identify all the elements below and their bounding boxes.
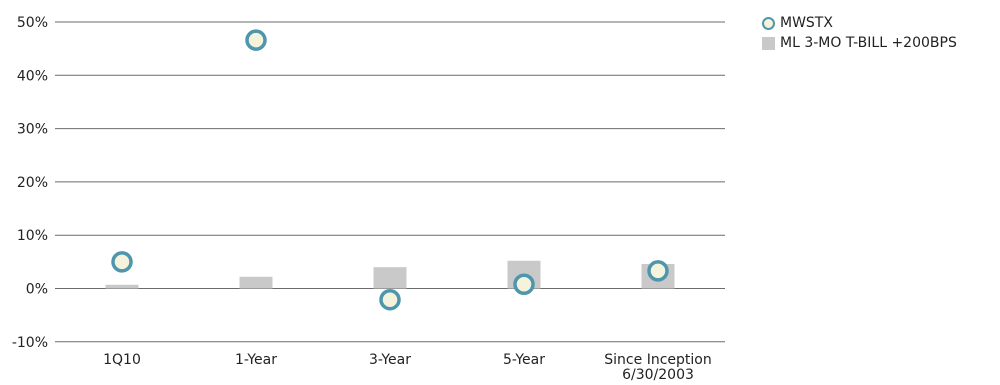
fund-point (245, 29, 267, 51)
benchmark-bars (105, 260, 675, 289)
benchmark-bar (373, 267, 407, 289)
y-tick-label: 40% (17, 68, 48, 84)
legend-label-mwstx: MWSTX (780, 15, 833, 31)
fund-point (513, 273, 535, 295)
y-tick-label: 50% (17, 15, 48, 31)
benchmark-bar (239, 276, 273, 289)
x-category-label: 1Q10 (103, 352, 141, 368)
legend-label-tbill: ML 3-MO T-BILL +200BPS (780, 35, 957, 51)
legend-item-mwstx: MWSTX (762, 13, 957, 33)
y-tick-label: 20% (17, 175, 48, 191)
chart: 50% 40% 30% 20% 10% 0% -10% 1Q10 1-Year 3-Year 5-… (12, 15, 725, 383)
circle-marker-icon (762, 16, 775, 30)
fund-points (111, 29, 669, 311)
y-tick-label: -10% (12, 335, 48, 351)
legend-item-tbill: ML 3-MO T-BILL +200BPS (762, 33, 957, 53)
y-tick-label: 0% (26, 282, 48, 298)
legend: MWSTX ML 3-MO T-BILL +200BPS (762, 13, 957, 53)
x-category-label: 3-Year (369, 352, 411, 368)
square-swatch-icon (762, 36, 775, 50)
benchmark-bar (105, 284, 139, 289)
y-tick-label: 30% (17, 122, 48, 138)
x-category-label: Since Inception 6/30/2003 (604, 352, 711, 383)
y-tick-label: 10% (17, 228, 48, 244)
fund-point (379, 288, 401, 311)
x-category-label: 1-Year (235, 352, 277, 368)
y-axis-ticks: 50% 40% 30% 20% 10% 0% -10% (12, 15, 48, 351)
x-axis-labels: 1Q10 1-Year 3-Year 5-Year Since Inception 6/3… (103, 352, 712, 383)
fund-point (111, 251, 133, 273)
x-category-label: 5-Year (503, 352, 545, 368)
fund-point (647, 260, 669, 282)
